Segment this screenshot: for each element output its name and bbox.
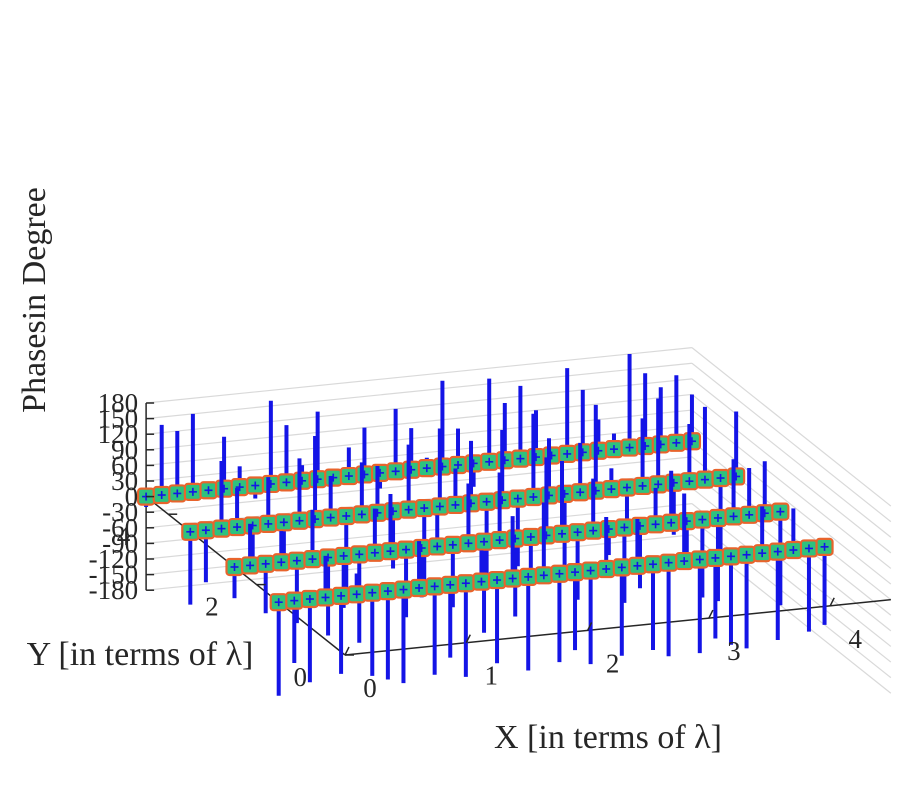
z-grid-line [146, 409, 693, 466]
x-tick-label: 1 [485, 661, 499, 691]
z-grid-line [146, 347, 693, 404]
x-tick-label: 0 [363, 673, 377, 703]
z-tick-label: -60 [102, 513, 138, 543]
y-axis-label: Y [in terms of λ] [27, 636, 254, 673]
x-tick-mark [344, 646, 350, 656]
side-grid-line [691, 362, 892, 523]
y-tick-label: 4 [117, 521, 131, 551]
side-grid-line [691, 347, 892, 507]
x-tick-mark [829, 597, 835, 607]
z-grid-line [146, 378, 693, 435]
side-grid-line [691, 378, 892, 538]
axis-labels: Phasesin Degree Y [in terms of λ] X [in … [16, 187, 722, 756]
x-tick-mark [586, 622, 593, 631]
z-grid-line [146, 362, 693, 420]
z-tick-label: 30 [111, 466, 138, 496]
z-tick-label: -150 [89, 560, 139, 590]
z-tick-label: -180 [89, 575, 139, 605]
stems [137, 353, 834, 696]
z-tick-label: 60 [111, 450, 138, 480]
side-grid-line [691, 518, 892, 679]
side-grid-line [691, 393, 892, 554]
x-tick-label: 2 [606, 648, 620, 678]
z-tick-label: 180 [98, 388, 139, 418]
x-tick-mark [465, 634, 471, 644]
z-tick-label: -120 [89, 544, 139, 574]
side-grid-line [691, 425, 892, 585]
x-axis-label: X [in terms of λ] [494, 719, 722, 756]
z-grid-line [146, 393, 693, 451]
z-tick-label: 120 [98, 419, 139, 449]
y-tick-label: 2 [205, 592, 219, 622]
z-axis-label: Phasesin Degree [16, 187, 53, 413]
x-tick-label: 4 [848, 624, 862, 654]
z-tick-label: 150 [98, 404, 139, 434]
z-tick-label: 90 [111, 435, 138, 465]
x-tick-label: 3 [727, 636, 741, 666]
z-tick-label: -30 [102, 497, 138, 527]
z-tick-label: -90 [102, 528, 138, 558]
z-grid-line [146, 425, 693, 482]
side-grid-line [691, 503, 892, 663]
side-grid-line [691, 409, 892, 569]
z-grid-line [146, 503, 693, 560]
y-tick-label: 0 [294, 662, 308, 692]
z-tick-label: 0 [125, 482, 139, 512]
x-tick-mark [708, 609, 714, 619]
